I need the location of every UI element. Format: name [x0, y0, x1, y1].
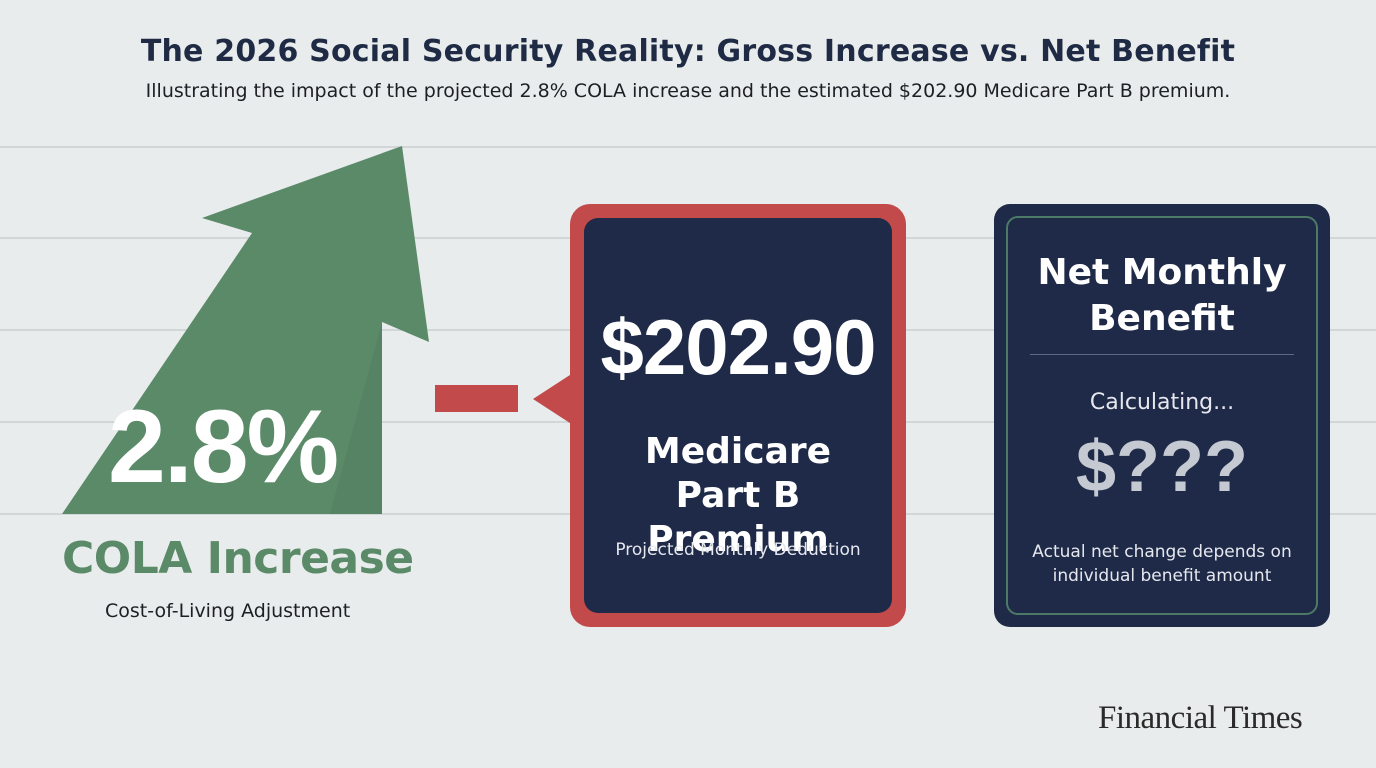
net-benefit-title: Net Monthly Benefit: [1037, 252, 1287, 339]
net-benefit-card: Net Monthly Benefit Calculating... $??? …: [994, 204, 1330, 627]
premium-value: $202.90: [600, 303, 877, 391]
net-benefit-value: $???: [1076, 427, 1248, 507]
minus-icon: [435, 385, 518, 412]
net-benefit-status: Calculating...: [1089, 390, 1235, 415]
page-title: The 2026 Social Security Reality: Gross …: [140, 34, 1236, 69]
divider: [1030, 354, 1294, 355]
brand-logo: Financial Times: [1098, 700, 1303, 736]
cola-label: COLA Increase: [62, 533, 414, 584]
cola-sublabel: Cost-of-Living Adjustment: [105, 600, 351, 622]
cola-value: 2.8%: [108, 389, 339, 505]
premium-sublabel: Projected Monthly Deduction: [615, 540, 861, 560]
gridline: [0, 146, 1376, 148]
pointer-icon: [533, 373, 573, 425]
premium-label: Medicare Part B Premium: [644, 431, 832, 560]
net-benefit-card-inner: Net Monthly Benefit Calculating... $??? …: [1006, 216, 1318, 615]
premium-card: $202.90 Medicare Part B Premium Projecte…: [570, 204, 906, 627]
premium-card-inner: $202.90 Medicare Part B Premium Projecte…: [584, 218, 892, 613]
page-subtitle: Illustrating the impact of the projected…: [145, 80, 1231, 102]
net-benefit-note: Actual net change depends on individual …: [1032, 542, 1292, 586]
